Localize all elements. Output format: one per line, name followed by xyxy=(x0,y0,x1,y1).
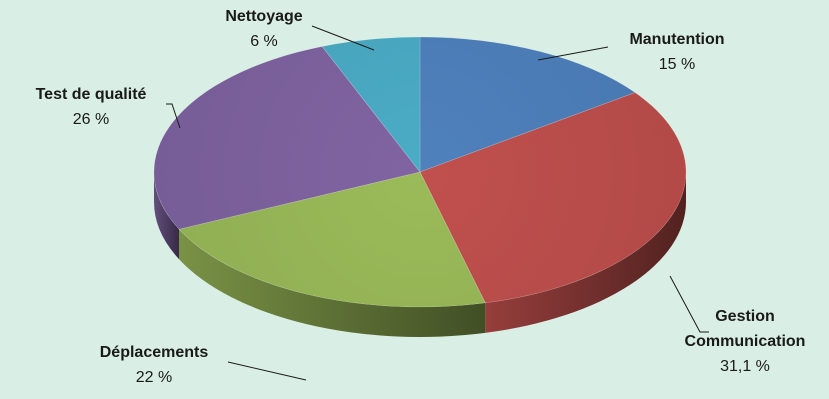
pie-side-gestion-communication xyxy=(485,172,686,333)
slice-label: Déplacements xyxy=(100,344,209,361)
data-label-deplacements: Déplacements 22 % xyxy=(100,344,209,386)
slice-label: Communication xyxy=(685,333,806,350)
data-label-manutention: Manutention 15 % xyxy=(629,31,724,73)
slice-label: Manutention xyxy=(629,31,724,48)
data-labels: Manutention 15 % Gestion Communication 31,1 … xyxy=(36,8,806,386)
pie-sides xyxy=(154,172,686,337)
pie-side-deplacements xyxy=(179,229,486,337)
leader-lines xyxy=(166,25,709,381)
pie-slice-test-de-qualite xyxy=(153,46,421,230)
slice-value: 31,1 % xyxy=(720,358,770,375)
slice-value: 26 % xyxy=(73,111,109,128)
slice-label: Gestion xyxy=(715,308,775,325)
pie-slice-nettoyage xyxy=(321,36,421,173)
data-label-gestion-communication: Gestion Communication 31,1 % xyxy=(685,308,806,375)
leader-line-nettoyage xyxy=(311,25,375,51)
pie-slice-gestion-communication xyxy=(419,92,687,304)
pie-side-test-de-qualite xyxy=(154,172,180,260)
data-label-test-de-qualite: Test de qualité 26 % xyxy=(36,86,147,128)
slice-label: Test de qualité xyxy=(36,86,147,103)
slice-value: 15 % xyxy=(659,56,695,73)
leader-line-gestion-communication xyxy=(669,275,709,333)
leader-line-manutention xyxy=(537,46,609,61)
leader-line-test-de-qualite xyxy=(166,103,181,129)
pie-slice-deplacements xyxy=(178,171,486,308)
leader-line-deplacements xyxy=(227,361,307,381)
slice-value: 22 % xyxy=(136,369,172,386)
data-label-nettoyage: Nettoyage 6 % xyxy=(225,8,302,50)
pie-top xyxy=(153,36,687,308)
pie-slice-manutention xyxy=(419,36,636,173)
slice-value: 6 % xyxy=(250,33,278,50)
slice-label: Nettoyage xyxy=(225,8,302,25)
